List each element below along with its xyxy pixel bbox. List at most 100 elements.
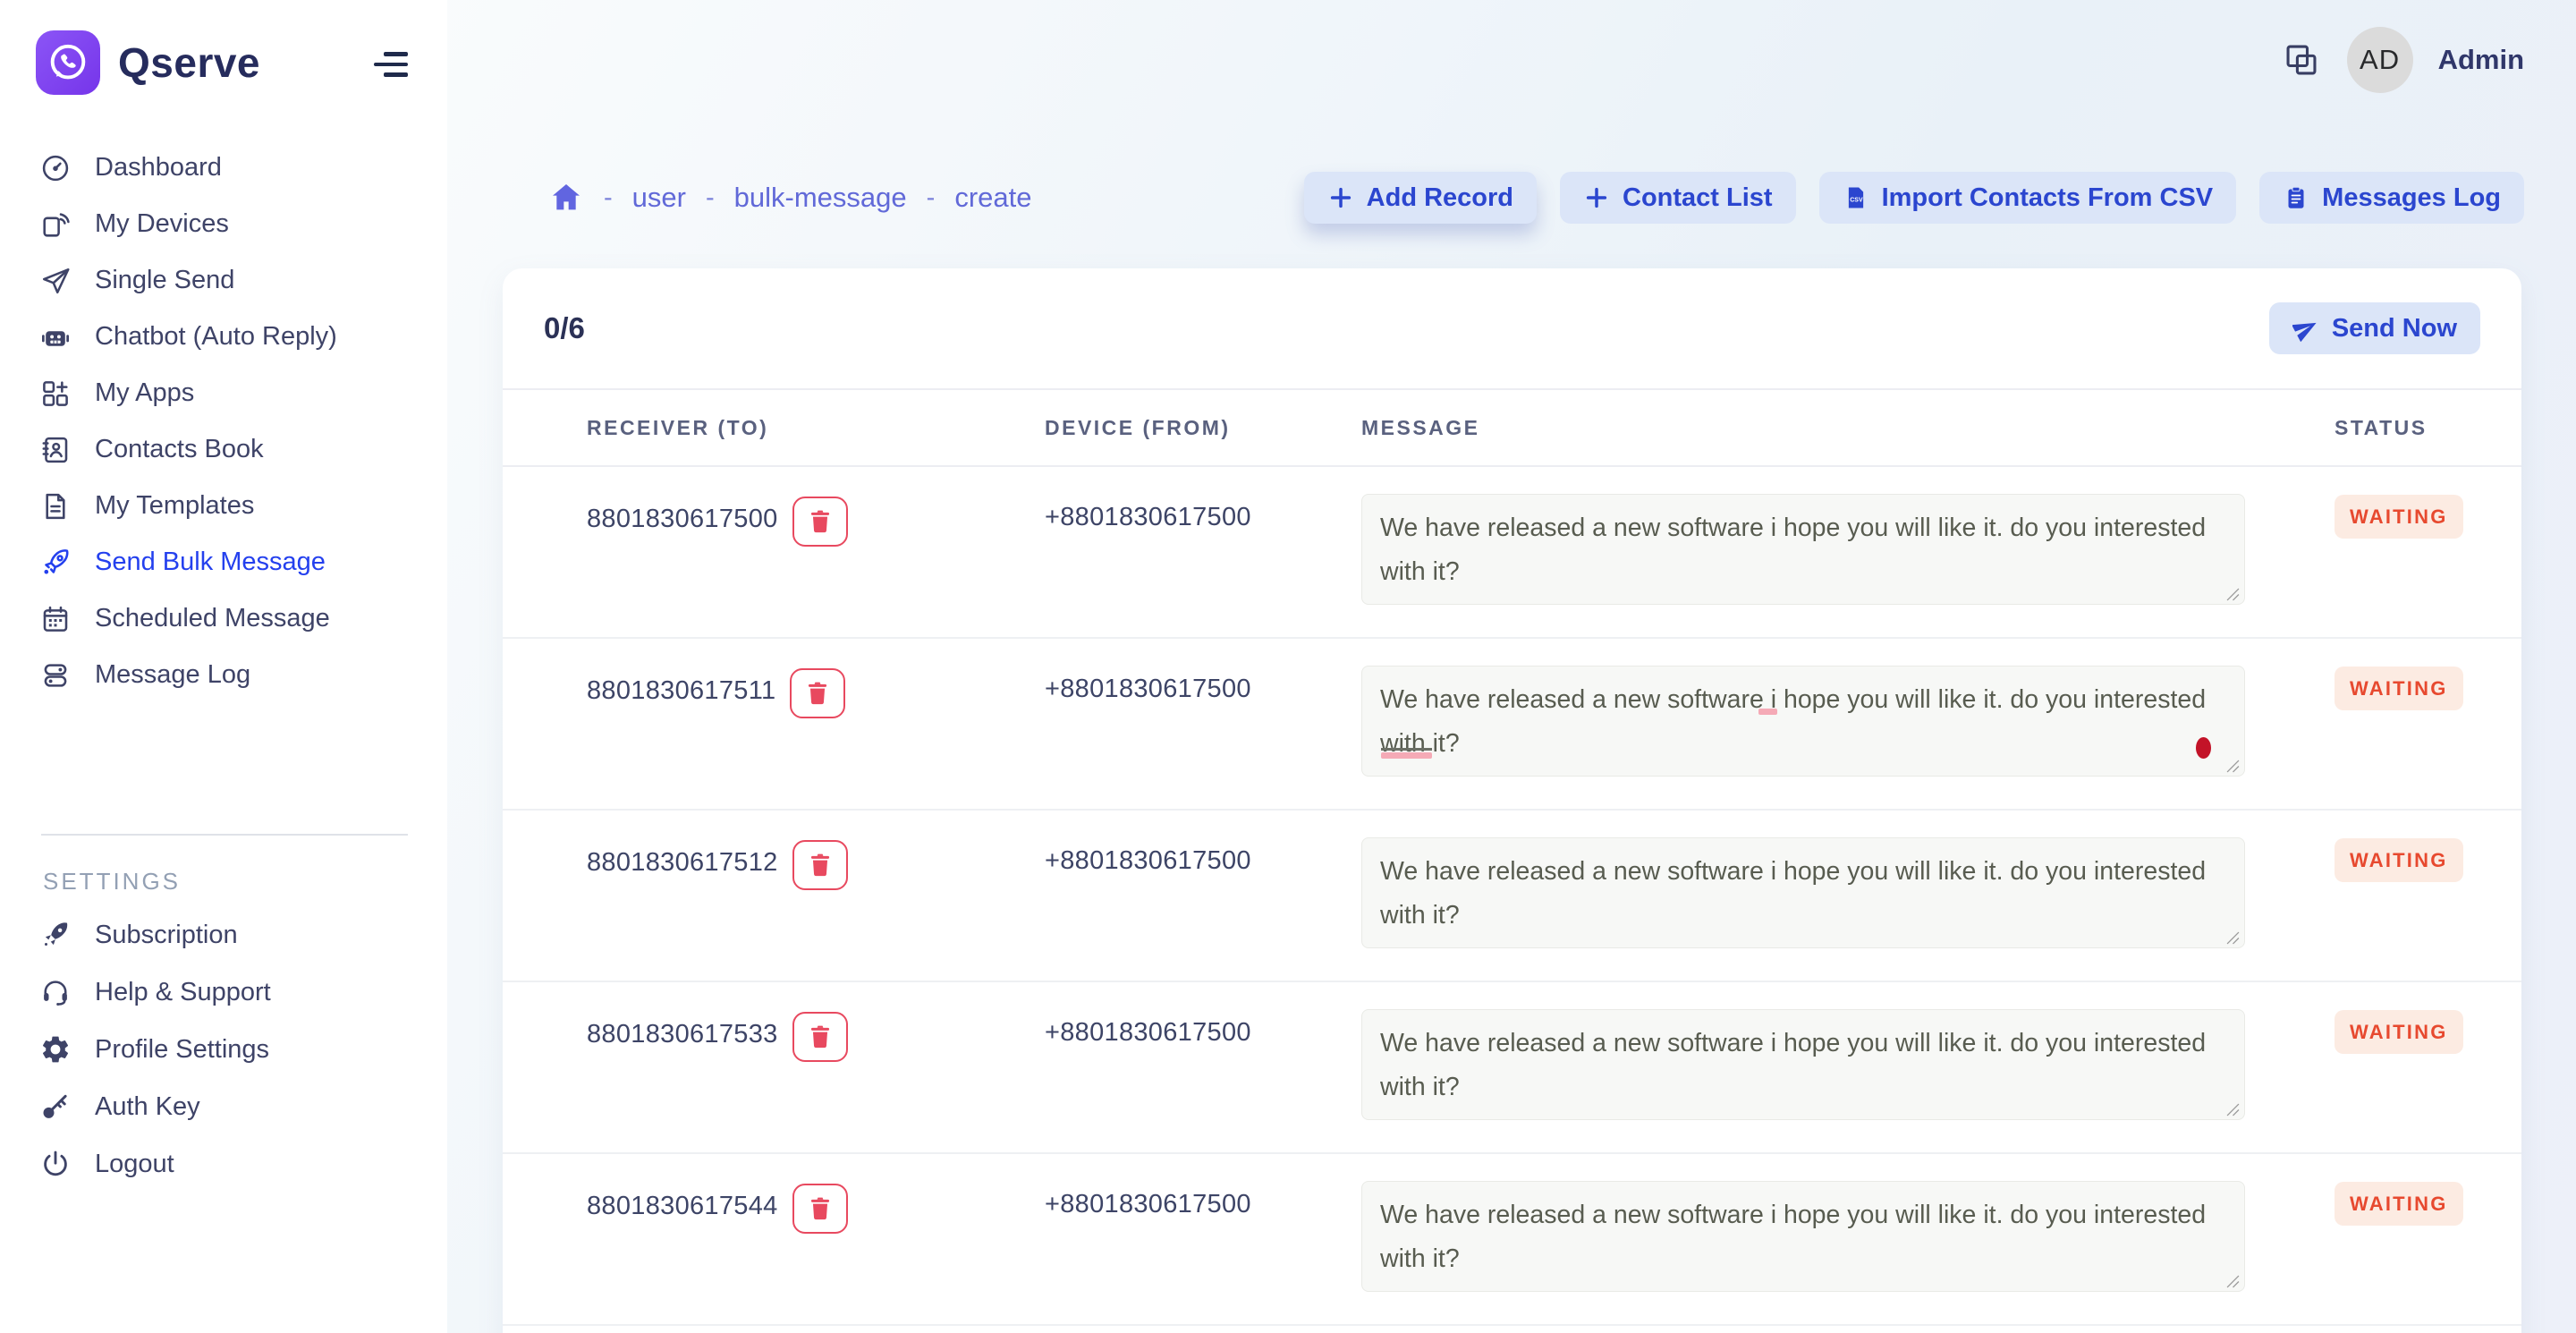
avatar[interactable]: AD <box>2346 27 2413 93</box>
status-cell: WAITING <box>2334 811 2521 981</box>
card-head: 0/6 Send Now <box>503 268 2521 390</box>
trash-icon <box>810 853 829 877</box>
sidebar-item-label: Help & Support <box>95 977 271 1006</box>
message-textarea[interactable]: We have released a new software i hope y… <box>1361 1181 2245 1292</box>
delete-record-button[interactable] <box>792 497 848 547</box>
page-head: - user - bulk-message - create Add Recor… <box>548 172 2524 224</box>
sidebar-item-message-log[interactable]: Message Log <box>0 647 447 703</box>
col-header-receiver: RECEIVER (TO) <box>587 415 769 439</box>
sidebar-item-contacts-book[interactable]: Contacts Book <box>0 421 447 478</box>
sidebar-item-help-support[interactable]: Help & Support <box>0 964 447 1021</box>
breadcrumb-user[interactable]: user <box>631 182 686 213</box>
sidebar-item-my-apps[interactable]: My Apps <box>0 365 447 421</box>
messages-log-button[interactable]: Messages Log <box>2259 172 2524 224</box>
trash-icon <box>810 1197 829 1220</box>
sidebar-item-chatbot[interactable]: Chatbot (Auto Reply) <box>0 309 447 365</box>
svg-text:CSV: CSV <box>1850 197 1863 203</box>
receiver-number: 8801830617544 <box>587 1192 778 1220</box>
message-log-icon <box>44 663 67 687</box>
receiver-number: 8801830617500 <box>587 505 778 533</box>
message-text: We have released a new software i hope y… <box>1380 514 2207 586</box>
delete-record-button[interactable] <box>792 840 848 890</box>
breadcrumb-create[interactable]: create <box>954 182 1032 213</box>
delete-record-button[interactable] <box>792 1012 848 1062</box>
sidebar-item-send-bulk-message[interactable]: Send Bulk Message <box>0 534 447 590</box>
user-name[interactable]: Admin <box>2437 44 2524 75</box>
sidebar: Qserve Dashboard My Devices Single Send <box>0 0 447 1333</box>
brand-row: Qserve <box>0 0 447 95</box>
message-text: We have released a new software i hope y… <box>1380 1201 2207 1273</box>
sidebar-item-label: Subscription <box>95 920 238 949</box>
status-cell: WAITING <box>2334 639 2521 809</box>
csv-file-icon: CSV <box>1848 187 1863 208</box>
topbar-user-area: AD Admin <box>2281 27 2524 93</box>
add-record-button[interactable]: Add Record <box>1303 172 1537 224</box>
breadcrumb-separator: - <box>926 183 936 212</box>
copy-pages-button[interactable] <box>2281 39 2322 81</box>
sidebar-item-my-devices[interactable]: My Devices <box>0 196 447 252</box>
resize-handle-icon[interactable] <box>2226 760 2240 773</box>
sidebar-item-label: My Devices <box>95 209 229 238</box>
message-text: We have released a new software i hope y… <box>1380 1029 2207 1101</box>
sidebar-item-scheduled-message[interactable]: Scheduled Message <box>0 590 447 647</box>
table-row: 8801830617533 +8801830617500 We have rel… <box>503 982 2521 1154</box>
delete-record-button[interactable] <box>792 1184 848 1234</box>
home-icon[interactable] <box>548 180 584 216</box>
import-contacts-csv-button[interactable]: CSV Import Contacts From CSV <box>1818 172 2237 224</box>
device-number: +8801830617500 <box>1045 1190 1251 1218</box>
whatsapp-logo-icon <box>36 30 100 95</box>
sidebar-item-label: Contacts Book <box>95 435 264 463</box>
receiver-number: 8801830617511 <box>587 676 776 705</box>
message-textarea[interactable]: We have released a new software i hope y… <box>1361 837 2245 948</box>
sidebar-item-my-templates[interactable]: My Templates <box>0 478 447 534</box>
table-row: 8801830617544 +8801830617500 We have rel… <box>503 1154 2521 1326</box>
resize-handle-icon[interactable] <box>2226 1275 2240 1288</box>
brand-logo[interactable]: Qserve <box>36 30 260 95</box>
sidebar-item-label: My Templates <box>95 491 255 520</box>
sidebar-divider <box>41 834 408 836</box>
receiver-cell: 8801830617500 <box>543 467 1045 637</box>
status-cell: WAITING <box>2334 1154 2521 1324</box>
status-cell: WAITING <box>2334 467 2521 637</box>
resize-handle-icon[interactable] <box>2226 1103 2240 1116</box>
delete-record-button[interactable] <box>790 668 846 718</box>
rocket-filled-icon <box>45 922 68 946</box>
trash-icon <box>810 510 829 533</box>
sidebar-item-label: Chatbot (Auto Reply) <box>95 322 337 351</box>
plus-icon <box>1330 187 1351 208</box>
resize-handle-icon[interactable] <box>2226 931 2240 945</box>
sidebar-item-label: Profile Settings <box>95 1034 270 1064</box>
hamburger-icon <box>384 52 408 56</box>
message-cell: We have released a new software i hope y… <box>1361 811 2334 981</box>
sidebar-item-label: Logout <box>95 1149 174 1178</box>
sidebar-item-single-send[interactable]: Single Send <box>0 252 447 309</box>
contact-list-button[interactable]: Contact List <box>1560 172 1796 224</box>
send-progress-counter: 0/6 <box>544 311 585 344</box>
sidebar-item-dashboard[interactable]: Dashboard <box>0 140 447 196</box>
message-textarea[interactable]: We have released a new software i hope y… <box>1361 666 2245 777</box>
sidebar-item-profile-settings[interactable]: Profile Settings <box>0 1021 447 1078</box>
breadcrumb-separator: - <box>604 183 613 212</box>
message-textarea[interactable]: We have released a new software i hope y… <box>1361 1009 2245 1120</box>
breadcrumb: - user - bulk-message - create <box>548 180 1031 216</box>
sidebar-item-subscription[interactable]: Subscription <box>0 906 447 964</box>
sidebar-item-logout[interactable]: Logout <box>0 1135 447 1193</box>
sidebar-toggle-button[interactable] <box>374 52 408 77</box>
message-textarea[interactable]: We have released a new software i hope y… <box>1361 494 2245 605</box>
status-badge: WAITING <box>2334 838 2463 882</box>
headset-icon <box>44 981 67 1006</box>
bulk-message-card: 0/6 Send Now RECEIVER (TO) DEVICE (FROM)… <box>503 268 2521 1333</box>
apps-grid-icon <box>43 380 68 406</box>
rocket-icon <box>44 548 69 574</box>
receiver-cell: 8801830617544 <box>543 1154 1045 1324</box>
resize-handle-icon[interactable] <box>2226 588 2240 601</box>
copy-icon <box>2286 45 2317 75</box>
send-now-button[interactable]: Send Now <box>2268 302 2480 354</box>
breadcrumb-separator: - <box>705 183 715 212</box>
sidebar-item-label: Send Bulk Message <box>95 548 326 576</box>
device-number: +8801830617500 <box>1045 1018 1251 1047</box>
sidebar-item-auth-key[interactable]: Auth Key <box>0 1078 447 1135</box>
device-number: +8801830617500 <box>1045 503 1251 531</box>
breadcrumb-bulk-message[interactable]: bulk-message <box>733 182 907 213</box>
sidebar-nav: Dashboard My Devices Single Send Chatbot… <box>0 140 447 703</box>
